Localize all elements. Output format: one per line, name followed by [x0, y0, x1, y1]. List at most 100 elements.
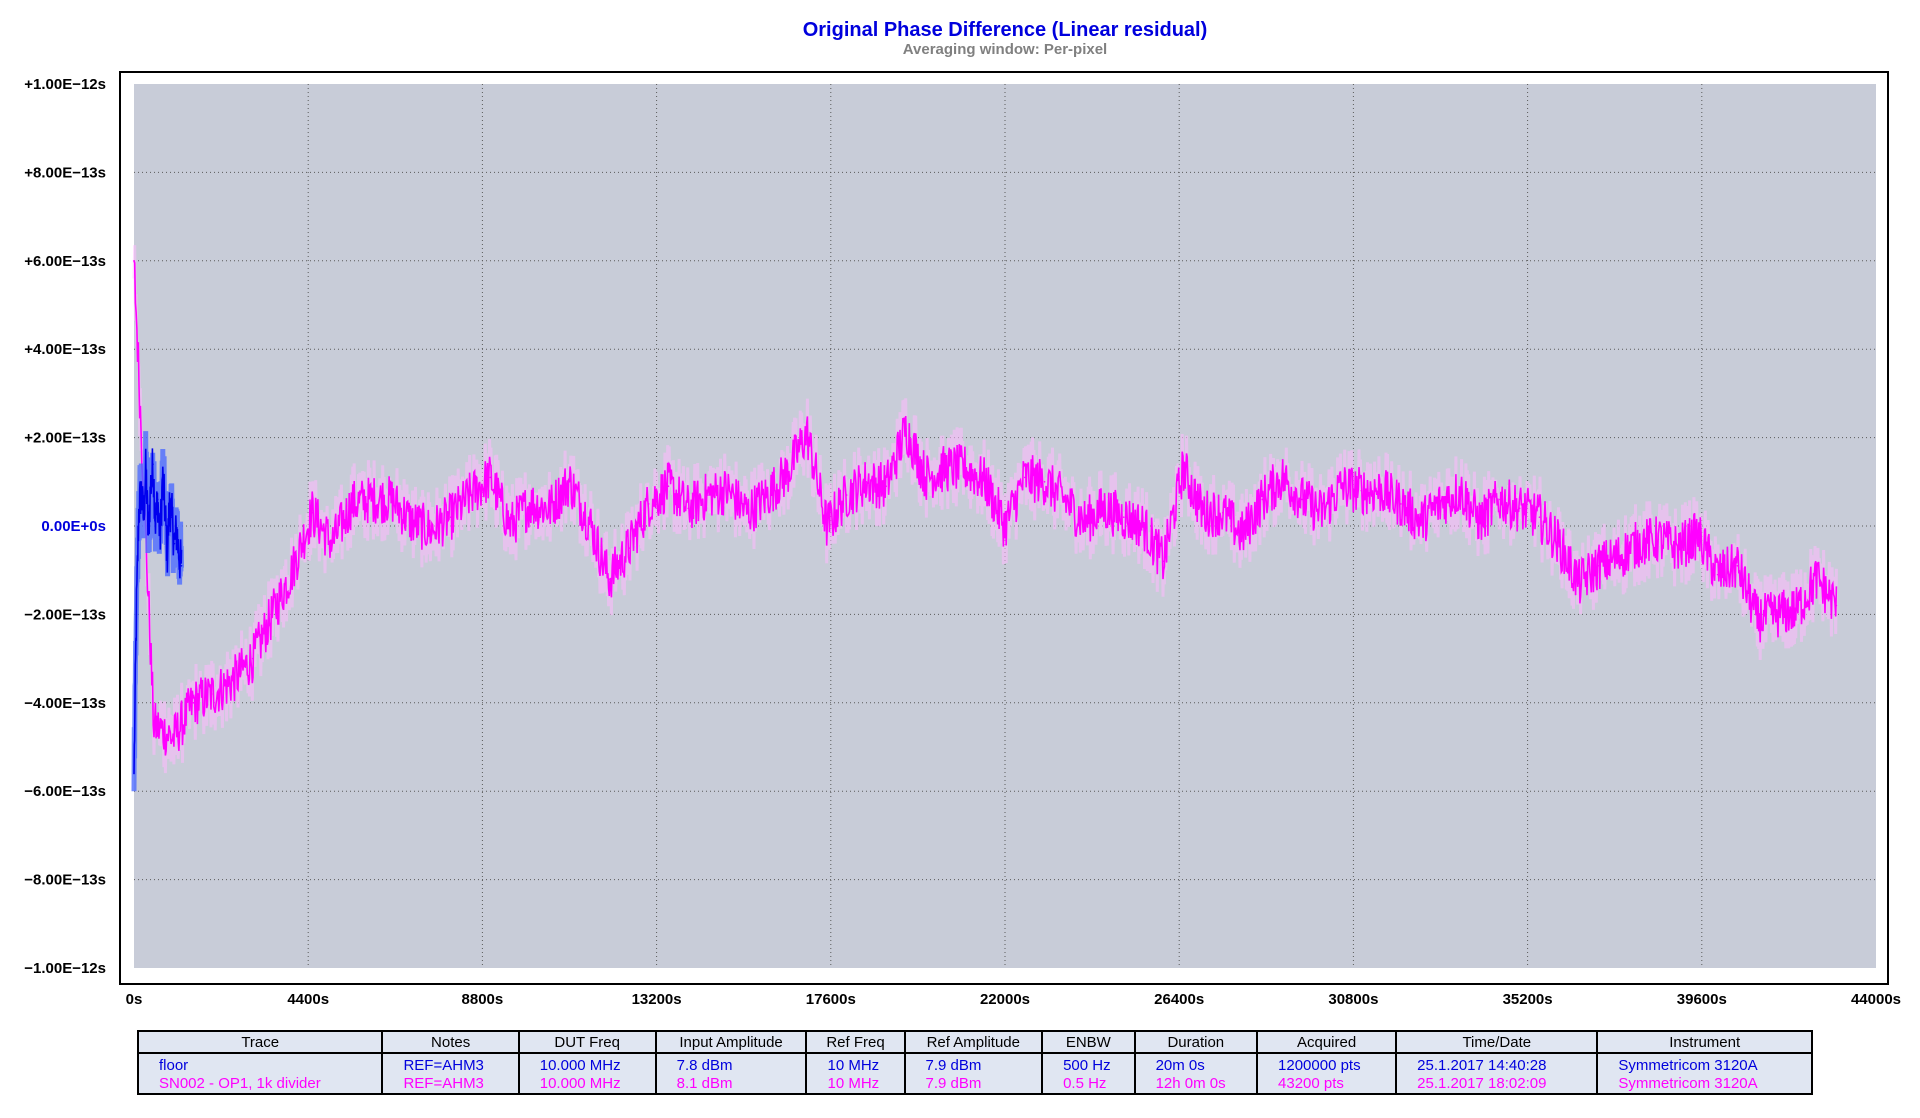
column-header: Ref Amplitude: [903, 1030, 1044, 1054]
data-point: [149, 485, 152, 488]
data-point: [727, 489, 729, 492]
data-point: [826, 525, 828, 527]
table-cell: 20m 0s: [1133, 1053, 1259, 1075]
x-tick-label: 39600s: [1677, 991, 1727, 1008]
column-header: ENBW: [1041, 1030, 1136, 1054]
data-point: [171, 516, 173, 518]
data-point: [311, 511, 313, 514]
table-header-row: Trace Notes DUT Freq Input Amplitude Ref Fre…: [136, 1030, 1813, 1054]
table-cell: Symmetricom 3120A: [1596, 1053, 1813, 1075]
data-point: [1776, 613, 1778, 616]
data-point: [1103, 507, 1105, 510]
table-cell: 8.1 dBm: [654, 1075, 808, 1095]
data-point: [746, 511, 749, 514]
data-point: [1043, 481, 1046, 483]
trace-info-table: Trace Notes DUT Freq Input Amplitude Ref Fre…: [136, 1030, 1813, 1095]
data-point: [331, 542, 333, 545]
data-point: [1419, 520, 1422, 523]
data-point: [1578, 582, 1580, 585]
table-cell: floor: [136, 1053, 384, 1075]
data-point: [1221, 511, 1224, 514]
column-header: DUT Freq: [517, 1030, 657, 1054]
y-tick-label: +6.00E−13s: [24, 253, 106, 270]
table-cell: 25.1.2017 14:40:28: [1395, 1053, 1599, 1075]
table-cell: Symmetricom 3120A: [1596, 1075, 1813, 1095]
table-cell: 7.9 dBm: [903, 1053, 1044, 1075]
data-point: [1360, 489, 1363, 492]
data-point: [1499, 498, 1501, 501]
table-cell: 10 MHz: [805, 1053, 906, 1075]
data-point: [1756, 618, 1759, 620]
data-point: [1301, 498, 1303, 501]
data-point: [964, 467, 967, 470]
data-point: [1657, 538, 1660, 541]
data-point: [291, 569, 294, 571]
data-point: [509, 525, 511, 527]
data-point: [786, 472, 789, 474]
y-tick-label: +8.00E−13s: [24, 164, 106, 181]
data-point: [489, 476, 492, 479]
data-point: [1439, 503, 1442, 505]
data-point: [271, 613, 274, 616]
table-cell: 500 Hz: [1041, 1053, 1136, 1075]
data-point: [588, 520, 591, 523]
data-point: [1400, 503, 1402, 505]
data-point: [430, 529, 432, 532]
data-point: [133, 260, 135, 262]
data-point: [137, 511, 140, 514]
data-point: [1716, 573, 1719, 576]
data-point: [1320, 511, 1323, 514]
data-point: [647, 503, 650, 505]
x-tick-label: 30800s: [1328, 991, 1378, 1008]
data-point: [180, 564, 183, 567]
column-header: Acquired: [1256, 1030, 1398, 1054]
x-tick-label: 17600s: [806, 991, 856, 1008]
data-point: [166, 551, 169, 554]
x-tick-label: 26400s: [1154, 991, 1204, 1008]
column-header: Ref Freq: [805, 1030, 906, 1054]
data-point: [1518, 507, 1521, 510]
x-tick-label: 35200s: [1503, 991, 1553, 1008]
data-point: [1004, 525, 1006, 527]
data-point: [350, 503, 353, 505]
x-tick-label: 13200s: [632, 991, 682, 1008]
line-sn002-op1-1k-divider: [133, 260, 1838, 756]
table-cell: 43200 pts: [1256, 1075, 1398, 1095]
data-point: [168, 503, 171, 505]
column-header: Instrument: [1596, 1030, 1813, 1054]
data-point: [1162, 560, 1165, 563]
data-point: [687, 507, 690, 510]
data-point: [449, 516, 452, 518]
data-point: [865, 481, 868, 483]
data-point: [707, 494, 709, 496]
data-point: [1281, 476, 1283, 479]
data-point: [1083, 520, 1085, 523]
column-header: Input Amplitude: [654, 1030, 808, 1054]
y-tick-label: −1.00E−12s: [24, 960, 106, 977]
data-point: [905, 427, 907, 430]
data-point: [232, 679, 234, 682]
table-cell: 0.5 Hz: [1041, 1075, 1136, 1095]
data-point: [766, 494, 769, 496]
data-point: [1637, 542, 1640, 545]
data-point: [1340, 485, 1343, 488]
table-row: SN002 - OP1, 1k divider REF=AHM3 10.000 MH…: [136, 1075, 1813, 1095]
data-point: [140, 489, 142, 492]
phase-difference-chart: Original Phase Difference (Linear residu…: [24, 19, 1901, 1008]
data-point: [628, 547, 630, 549]
table-cell: 10 MHz: [805, 1075, 906, 1095]
data-point: [885, 485, 888, 488]
table-cell: 7.8 dBm: [654, 1053, 808, 1075]
x-tick-label: 8800s: [462, 991, 504, 1008]
data-point: [212, 693, 214, 695]
data-point: [147, 534, 150, 536]
y-tick-label: +1.00E−12s: [24, 76, 106, 93]
data-point: [1459, 489, 1462, 492]
data-point: [667, 485, 670, 488]
data-point: [529, 503, 531, 505]
data-point: [548, 507, 551, 510]
data-point: [1598, 564, 1600, 567]
data-point: [192, 702, 195, 704]
data-point: [1261, 498, 1264, 501]
data-point: [944, 467, 947, 470]
